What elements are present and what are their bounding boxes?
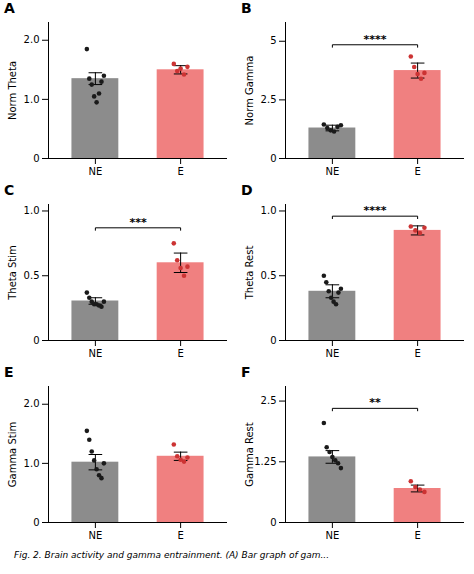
svg-text:1.0: 1.0 xyxy=(24,205,40,216)
svg-text:0: 0 xyxy=(270,153,276,164)
svg-text:Theta Stim: Theta Stim xyxy=(7,245,18,301)
svg-text:5: 5 xyxy=(270,35,276,46)
svg-text:Norm Theta: Norm Theta xyxy=(7,61,18,120)
svg-text:1.0: 1.0 xyxy=(261,205,277,216)
svg-text:E: E xyxy=(414,348,420,359)
svg-text:0: 0 xyxy=(270,517,276,528)
html-text:F: F xyxy=(241,364,251,380)
svg-text:E: E xyxy=(177,530,183,541)
svg-text:NE: NE xyxy=(325,348,339,359)
svg-text:NE: NE xyxy=(325,166,339,177)
svg-text:2.5: 2.5 xyxy=(261,94,277,105)
svg-text:0: 0 xyxy=(270,335,276,346)
svg-text:Gamma Stim: Gamma Stim xyxy=(7,422,18,487)
svg-text:1.0: 1.0 xyxy=(24,94,40,105)
html-text:Fig. 2. Brain activity and gam: Fig. 2. Brain activity and gamma entrain… xyxy=(14,550,329,560)
svg-text:0: 0 xyxy=(33,153,39,164)
html-text:E: E xyxy=(4,364,14,380)
svg-text:NE: NE xyxy=(325,530,339,541)
svg-text:0.5: 0.5 xyxy=(261,270,277,281)
html-text:D: D xyxy=(241,182,253,198)
html-text:A: A xyxy=(4,0,15,16)
svg-text:Theta Rest: Theta Rest xyxy=(244,246,255,301)
svg-text:**: ** xyxy=(369,396,381,409)
svg-text:E: E xyxy=(177,348,183,359)
svg-text:NE: NE xyxy=(88,530,102,541)
svg-text:2.5: 2.5 xyxy=(261,395,277,406)
svg-text:2.0: 2.0 xyxy=(24,34,40,45)
svg-text:1.0: 1.0 xyxy=(24,458,40,469)
html-text:C: C xyxy=(4,182,15,198)
svg-text:Gamma Rest: Gamma Rest xyxy=(244,422,255,487)
svg-text:***: *** xyxy=(129,216,147,229)
svg-text:Norm Gamma: Norm Gamma xyxy=(244,56,255,126)
svg-text:0: 0 xyxy=(33,517,39,528)
svg-text:1.25: 1.25 xyxy=(254,456,276,467)
svg-text:E: E xyxy=(414,530,420,541)
svg-text:E: E xyxy=(414,166,420,177)
svg-text:NE: NE xyxy=(88,348,102,359)
html-text:B: B xyxy=(241,0,252,16)
svg-text:E: E xyxy=(177,166,183,177)
svg-text:0: 0 xyxy=(33,335,39,346)
svg-text:2.0: 2.0 xyxy=(24,398,40,409)
svg-text:****: **** xyxy=(363,33,386,46)
svg-text:NE: NE xyxy=(88,166,102,177)
svg-text:****: **** xyxy=(363,204,386,217)
svg-text:0.5: 0.5 xyxy=(24,270,40,281)
